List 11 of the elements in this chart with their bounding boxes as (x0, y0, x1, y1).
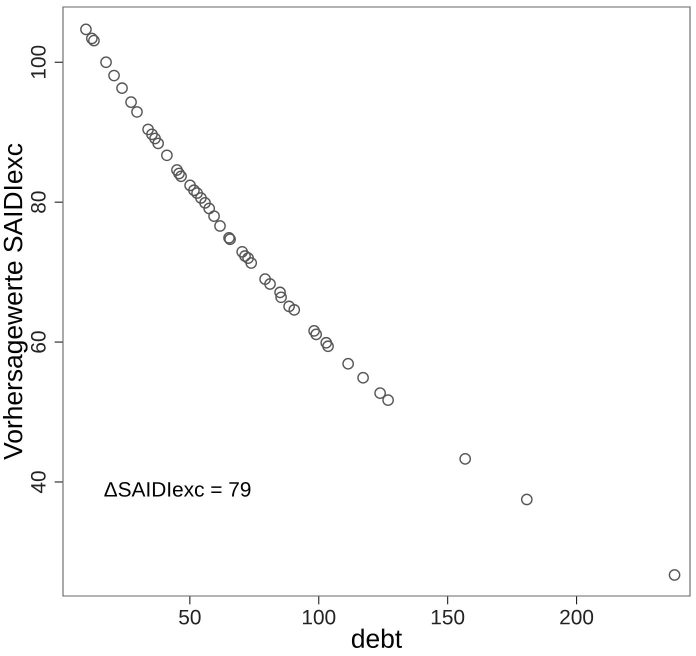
x-tick-label: 150 (432, 610, 464, 624)
x-tick-label: 200 (560, 610, 594, 624)
annotation: ΔSAIDIexc = 79 (104, 482, 250, 497)
x-axis-title: debt (352, 628, 402, 648)
y-axis-title: Vorhersagewerte SAIDIexc (3, 144, 28, 460)
y-tick-label: 60 (30, 331, 46, 353)
y-tick-label: 80 (30, 191, 46, 213)
x-tick-label: 100 (302, 610, 336, 624)
y-tick-label: 100 (30, 46, 46, 78)
y-tick-label: 40 (30, 471, 46, 494)
x-tick-label: 50 (179, 610, 201, 624)
